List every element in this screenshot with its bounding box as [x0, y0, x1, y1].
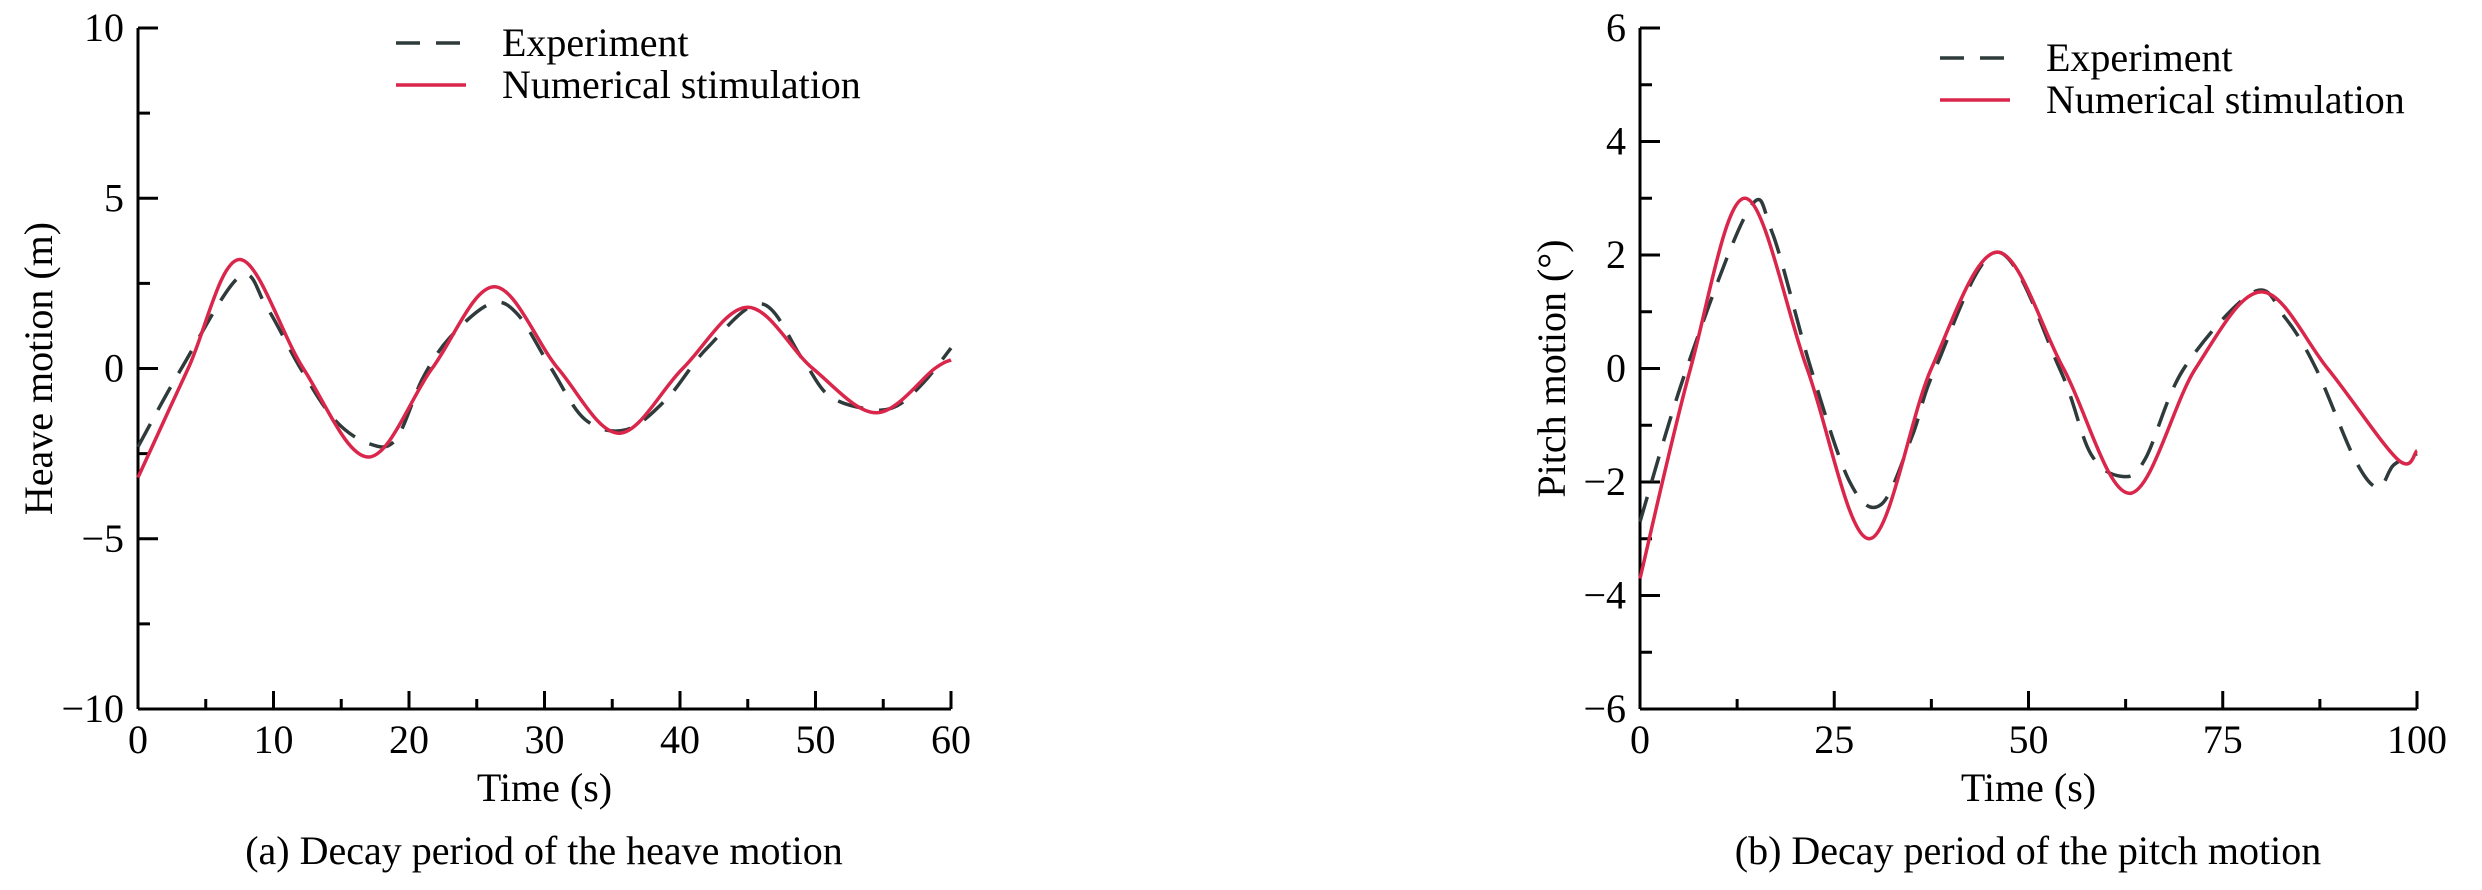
y-tick-label: −4 [1583, 573, 1626, 618]
y-tick-label: 4 [1606, 119, 1626, 164]
x-tick-label: 0 [128, 717, 148, 762]
chart-caption: (b) Decay period of the pitch motion [1735, 828, 2321, 873]
y-axis-title: Pitch motion (°) [1529, 239, 1574, 497]
y-tick-label: −2 [1583, 459, 1626, 504]
x-axis-title: Time (s) [477, 765, 612, 810]
chart-panel-0: 0 10 20 30 40 50 60 −10 −5 0 5 10 Time (s) Heave moti… [16, 5, 971, 873]
y-tick-label: 2 [1606, 232, 1626, 277]
experiment-series-line [1638, 197, 2418, 523]
y-tick-label: −6 [1583, 686, 1626, 731]
y-tick-label: 0 [1606, 346, 1626, 391]
y-tick-label: 10 [84, 5, 124, 50]
x-tick-label: 40 [660, 717, 700, 762]
x-tick-label: 10 [254, 717, 294, 762]
y-tick-label: −10 [61, 686, 124, 731]
chart-caption: (a) Decay period of the heave motion [245, 828, 843, 873]
experiment-series-line [136, 272, 953, 449]
x-tick-label: 0 [1630, 717, 1650, 762]
legend-numerical-label: Numerical stimulation [2046, 77, 2405, 122]
x-tick-label: 20 [389, 717, 429, 762]
legend-experiment-label: Experiment [502, 20, 689, 65]
legend-numerical-label: Numerical stimulation [502, 62, 861, 107]
x-tick-label: 60 [931, 717, 971, 762]
x-tick-label: 100 [2387, 717, 2447, 762]
y-tick-label: 6 [1606, 5, 1626, 50]
numerical-series-line [1638, 196, 2419, 579]
x-tick-label: 30 [525, 717, 565, 762]
y-tick-label: 0 [104, 346, 124, 391]
x-tick-label: 50 [2009, 717, 2049, 762]
x-tick-label: 50 [796, 717, 836, 762]
y-tick-label: −5 [81, 516, 124, 561]
x-axis-title: Time (s) [1961, 765, 2096, 810]
x-tick-label: 75 [2203, 717, 2243, 762]
legend-experiment-label: Experiment [2046, 35, 2233, 80]
y-tick-label: 5 [104, 175, 124, 220]
chart-panel-1: 0 25 50 75 100 −6 −4 −2 0 2 4 6 Time (s) Pitch motion… [1529, 5, 2447, 873]
x-tick-label: 25 [1814, 717, 1854, 762]
y-axis-title: Heave motion (m) [16, 222, 61, 515]
numerical-series-line [136, 257, 952, 479]
